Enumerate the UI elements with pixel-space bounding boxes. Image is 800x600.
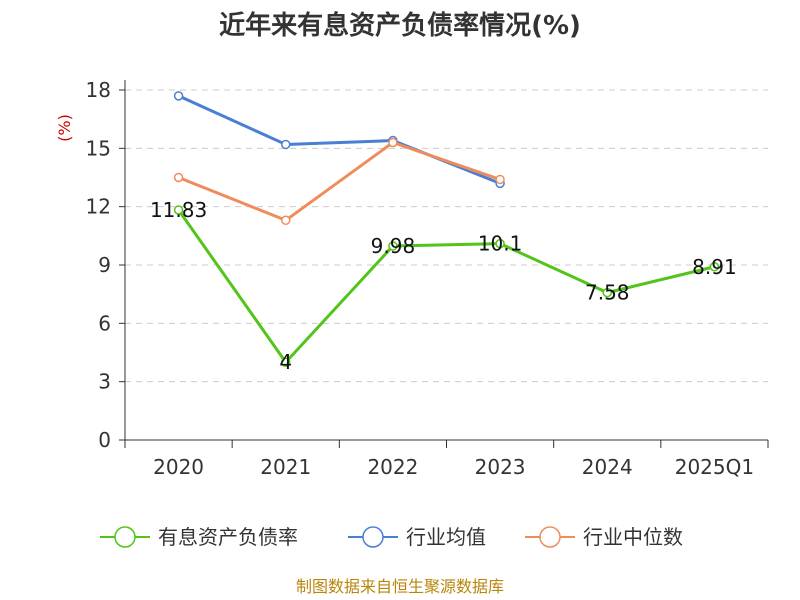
data-label: 11.83 xyxy=(150,198,207,222)
axes: 0 3 6 9 12 15 18 2020 2021 2022 2023 2024 2025Q1 xyxy=(86,78,769,479)
series-point-0 xyxy=(173,205,184,215)
data-labels: 11.83 4 9.98 10.1 7.58 8.91 xyxy=(150,198,737,374)
y-tick-label: 18 xyxy=(86,78,111,102)
data-label: 4 xyxy=(279,350,292,374)
series-point-0 xyxy=(709,262,720,272)
series-point-2 xyxy=(495,174,505,185)
series-line-0 xyxy=(177,209,715,364)
chart-title: 近年来有息资产负债率情况(%) xyxy=(219,10,581,41)
y-tick-label: 9 xyxy=(98,253,111,277)
series-point-0 xyxy=(281,357,291,367)
y-tick-label: 0 xyxy=(98,428,111,452)
series-point-2 xyxy=(173,172,184,183)
series-point-0 xyxy=(495,238,505,249)
series-line-2 xyxy=(178,141,501,222)
legend-label: 行业中位数 xyxy=(583,525,683,549)
x-tick-label: 2025Q1 xyxy=(675,455,754,479)
x-tick-label: 2021 xyxy=(260,455,311,479)
y-tick-label: 12 xyxy=(86,195,111,219)
y-tick-label: 6 xyxy=(98,311,111,335)
x-tick-label: 2022 xyxy=(367,455,418,479)
y-axis-unit: (%) xyxy=(55,114,74,142)
legend-marker xyxy=(362,526,384,548)
series-point-2 xyxy=(388,137,398,148)
y-tick-label: 15 xyxy=(86,136,111,160)
data-label: 7.58 xyxy=(585,281,630,305)
y-tick-label: 3 xyxy=(98,370,111,394)
x-tick-label: 2024 xyxy=(582,455,633,479)
x-tick-label: 2020 xyxy=(153,455,204,479)
data-label: 9.98 xyxy=(371,234,416,258)
legend-label: 有息资产负债率 xyxy=(158,525,298,549)
legend-marker xyxy=(114,526,136,548)
grid-lines xyxy=(125,89,768,383)
legend-marker xyxy=(539,526,561,548)
series-line-1 xyxy=(177,94,501,185)
series-point-1 xyxy=(281,139,291,150)
series-point-0 xyxy=(388,241,398,251)
data-label: 10.1 xyxy=(478,232,523,256)
data-label: 8.91 xyxy=(692,255,737,279)
x-tick-label: 2023 xyxy=(475,455,526,479)
series-point-1 xyxy=(173,91,184,101)
series-point-0 xyxy=(602,287,612,298)
legend: 有息资产负债率 行业均值 行业中位数 xyxy=(100,525,683,549)
series-point-2 xyxy=(281,215,291,226)
legend-label: 行业均值 xyxy=(406,525,486,549)
series-group xyxy=(173,91,720,367)
source-note: 制图数据来自恒生聚源数据库 xyxy=(296,577,504,596)
